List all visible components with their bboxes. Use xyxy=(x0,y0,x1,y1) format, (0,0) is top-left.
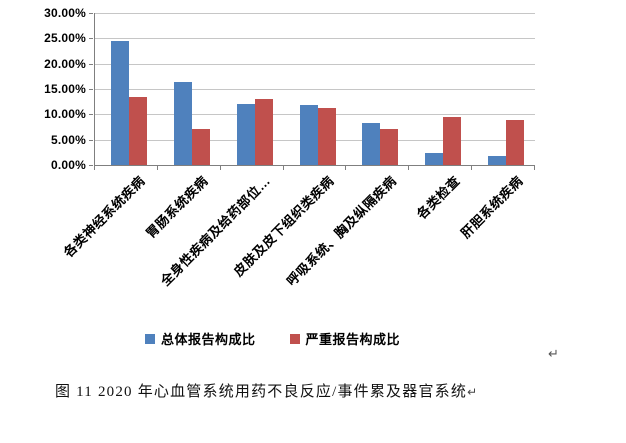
bar-total-0 xyxy=(111,41,129,165)
y-axis-tick xyxy=(89,89,93,90)
x-axis-tick xyxy=(345,166,346,170)
bar-total-6 xyxy=(488,156,506,165)
bar-serious-4 xyxy=(380,129,398,165)
gridline xyxy=(95,89,535,90)
bar-total-2 xyxy=(237,104,255,165)
legend-item-serious: 严重报告构成比 xyxy=(289,329,401,348)
bar-serious-5 xyxy=(443,117,461,165)
y-axis-tick-label: 20.00% xyxy=(44,57,86,71)
legend-swatch-red xyxy=(289,333,300,344)
figure-caption: 图 11 2020 年心血管系统用药不良反应/事件累及器官系统↵ xyxy=(55,380,477,401)
x-axis-tick xyxy=(283,166,284,170)
y-axis-tick xyxy=(89,140,93,141)
x-axis-tick xyxy=(94,166,95,170)
category-label: 肝胆系统疾病 xyxy=(457,173,526,242)
category-label: 各类检查 xyxy=(413,173,463,222)
caption-return-mark: ↵ xyxy=(467,385,478,399)
plot-area xyxy=(94,13,535,166)
x-axis-tick xyxy=(408,166,409,170)
x-axis-tick xyxy=(534,166,535,170)
chart-legend: 总体报告构成比 严重报告构成比 xyxy=(145,329,400,348)
y-axis-tick xyxy=(89,13,93,14)
y-axis-tick-label: 10.00% xyxy=(44,107,86,121)
y-axis-tick-label: 5.00% xyxy=(50,133,86,147)
y-axis-tick xyxy=(89,38,93,39)
x-axis-tick xyxy=(157,166,158,170)
y-axis-tick-label: 30.00% xyxy=(44,6,86,20)
y-axis-tick xyxy=(89,114,93,115)
figure-caption-text: 图 11 2020 年心血管系统用药不良反应/事件累及器官系统 xyxy=(55,384,468,400)
category-label: 各类神经系统疾病 xyxy=(60,173,148,261)
legend-label-serious: 严重报告构成比 xyxy=(305,332,401,347)
paragraph-return-mark: ↵ xyxy=(548,346,559,361)
gridline xyxy=(95,38,535,39)
y-axis-tick-label: 25.00% xyxy=(44,31,86,45)
bar-serious-1 xyxy=(192,129,210,165)
bar-serious-6 xyxy=(506,120,524,165)
gridline xyxy=(95,13,535,14)
legend-label-total: 总体报告构成比 xyxy=(161,332,256,347)
bar-serious-2 xyxy=(255,99,273,165)
bar-total-4 xyxy=(362,123,380,165)
y-axis-tick xyxy=(89,165,93,166)
category-label: 呼吸系统、胸及纵隔疾病 xyxy=(284,173,400,289)
x-axis-tick xyxy=(471,166,472,170)
y-axis-tick xyxy=(89,64,93,65)
gridline xyxy=(95,64,535,65)
bar-serious-3 xyxy=(318,108,336,165)
bar-total-5 xyxy=(425,153,443,165)
bar-total-3 xyxy=(300,105,318,165)
legend-swatch-blue xyxy=(145,333,155,344)
y-axis-tick-label: 0.00% xyxy=(50,158,86,172)
bar-total-1 xyxy=(174,82,192,165)
bar-chart: 总体报告构成比 严重报告构成比 ↵ 30.00% 25.00% 20.00% 15.0… xyxy=(44,6,559,361)
y-axis-tick-label: 15.00% xyxy=(44,82,86,96)
bar-serious-0 xyxy=(129,97,147,165)
legend-item-total: 总体报告构成比 xyxy=(145,329,256,348)
x-axis-tick xyxy=(220,166,221,170)
category-label: 全身性疾病及给药部位… xyxy=(158,173,274,289)
